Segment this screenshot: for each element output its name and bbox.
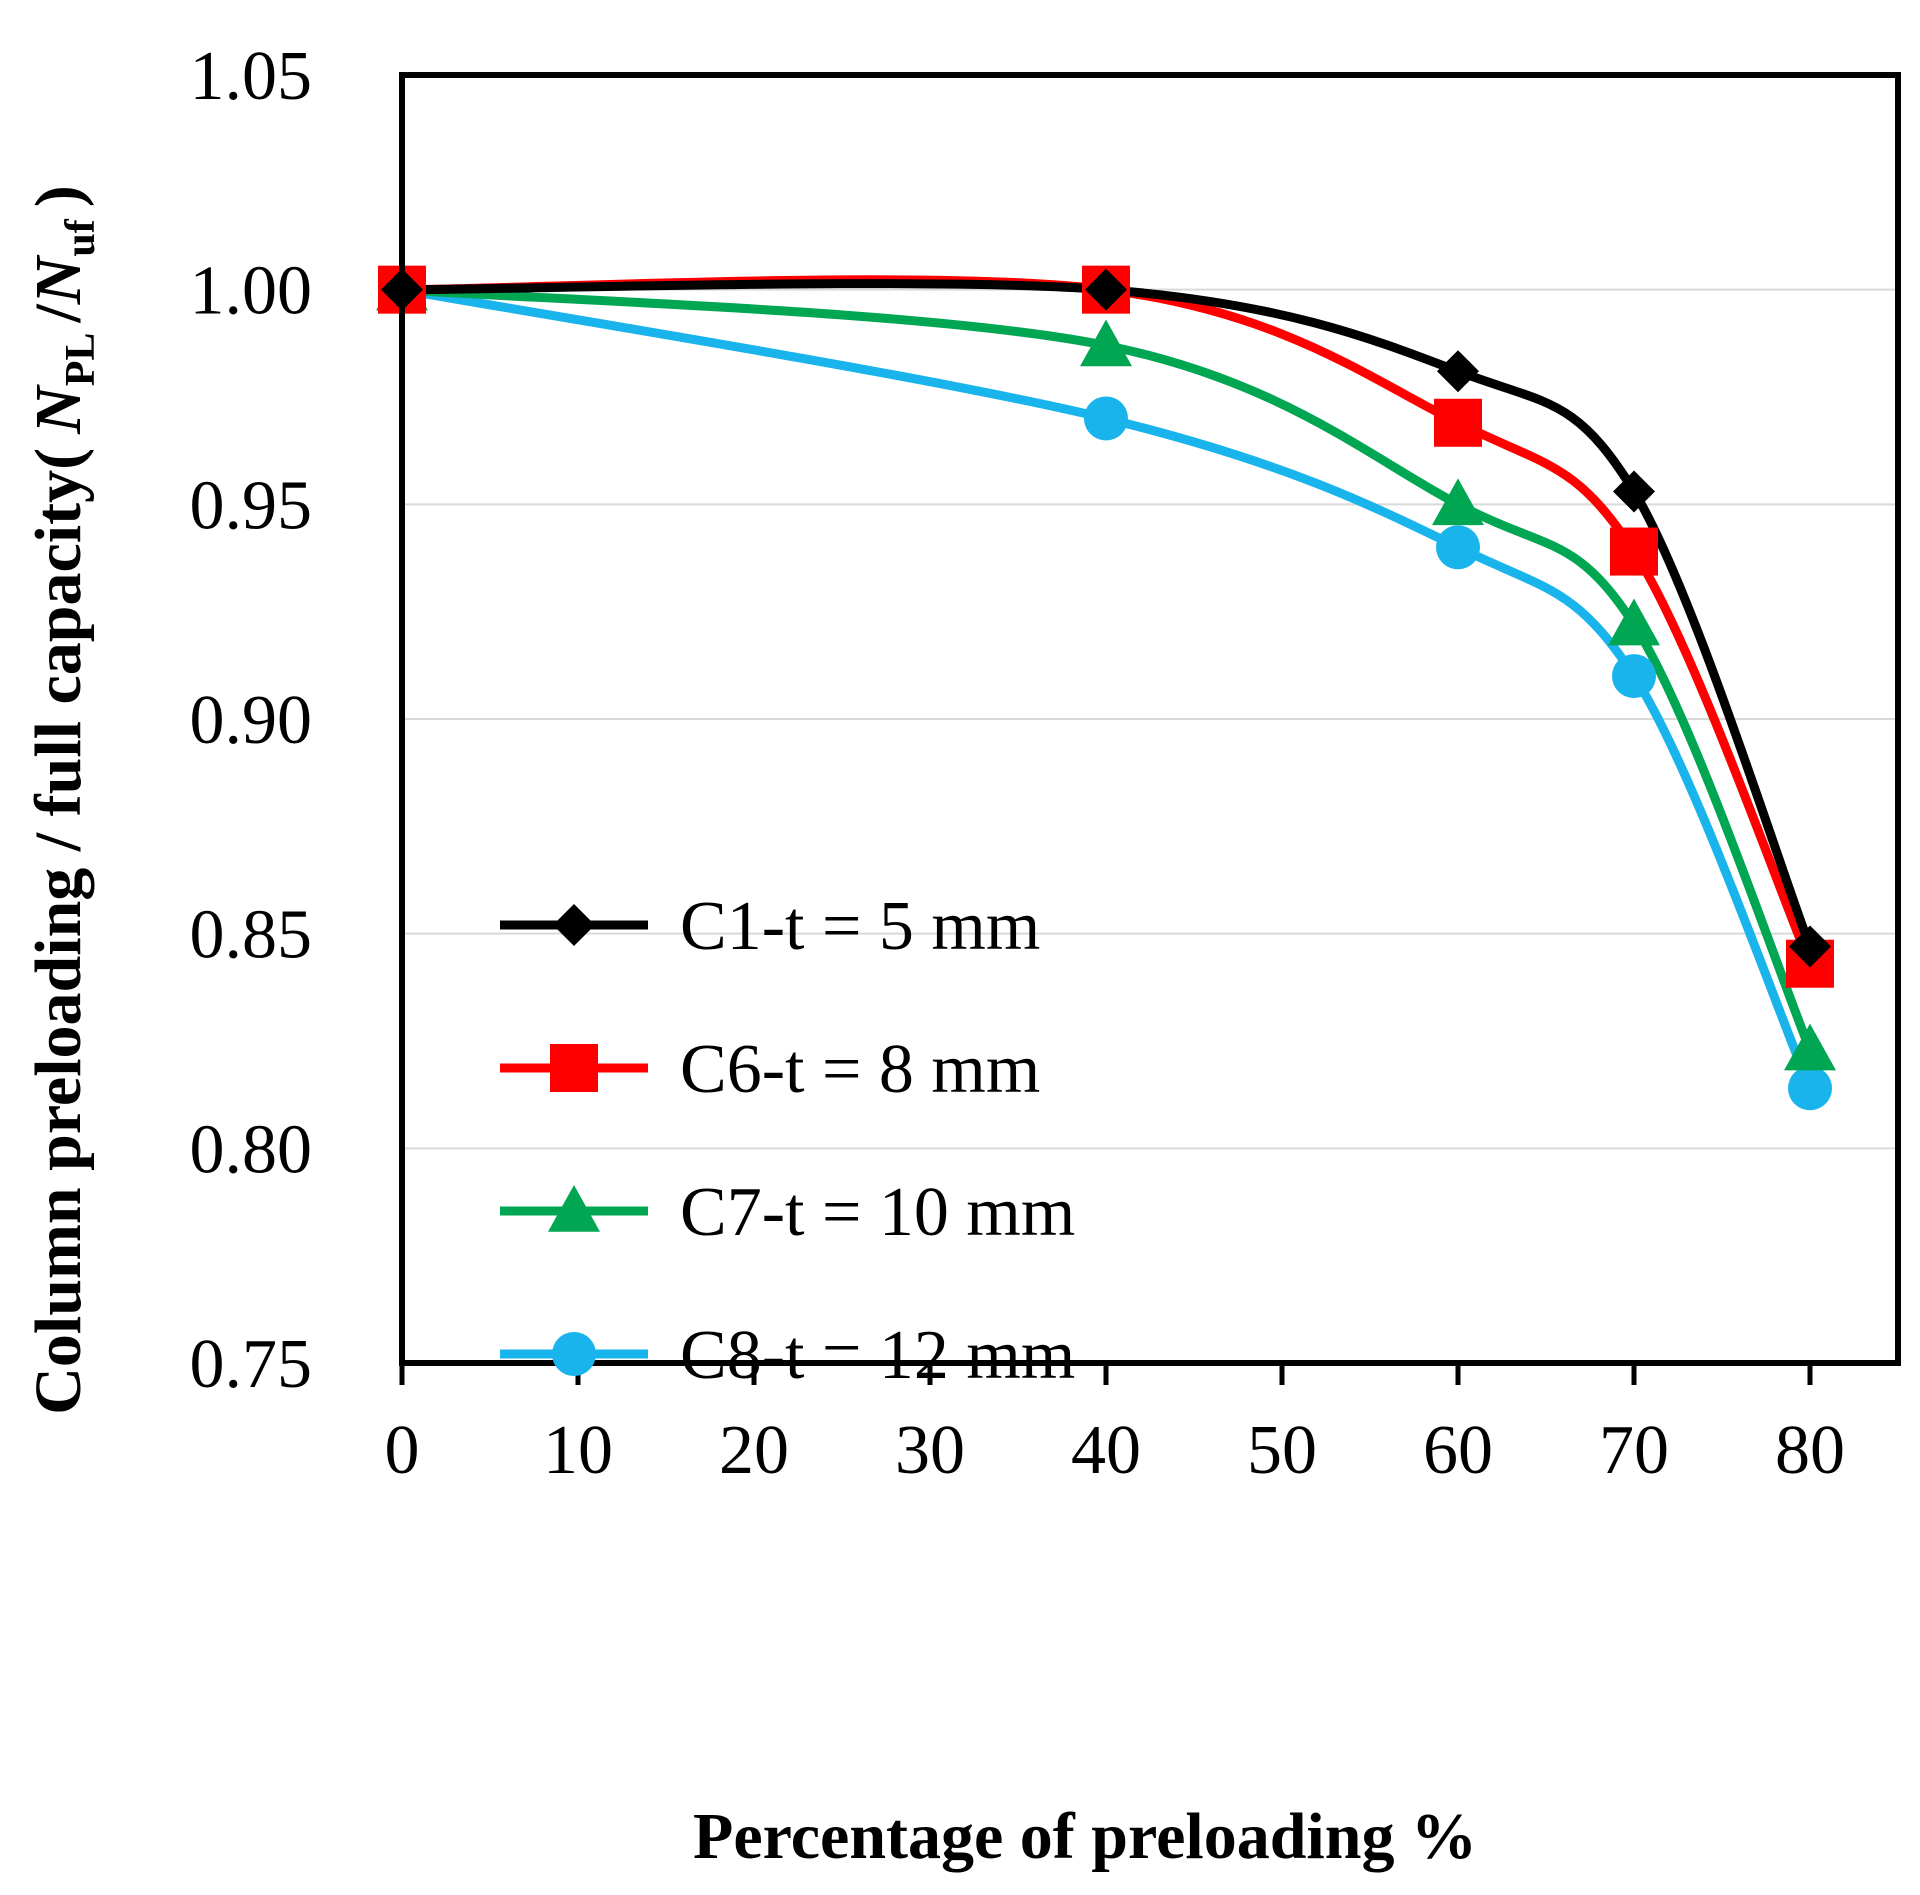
y-axis-title-suffix: ) [22,185,95,207]
x-tick-label-0: 0 [385,1412,420,1489]
x-tick-label-20: 20 [719,1412,789,1489]
point-c8-t-12-mm-x80 [1788,1066,1832,1111]
legend-label: C6-t = 8 mm [680,1031,1040,1108]
x-axis-ticks: 0 10 20 30 40 50 60 70 80 [385,1363,1845,1489]
point-c6-t-8-mm-x60 [1434,398,1482,447]
y-axis-title-slash: / [22,303,95,324]
legend-swatch-marker [550,1044,598,1092]
series-line-c1-t-5-mm [397,279,1815,952]
x-tick-label-70: 70 [1599,1412,1669,1489]
legend-label: C7-t = 10 mm [680,1174,1075,1251]
legend-swatch-marker [548,1185,600,1232]
legend-item-c1-t-5-mm: C1-t = 5 mm [500,888,1040,965]
y-tick-label-0.85: 0.85 [190,897,313,974]
point-c1-t-5-mm-x60 [1437,350,1479,393]
point-c8-t-12-mm-x40 [1084,396,1128,441]
point-c7-t-10-mm-x40 [1080,319,1132,367]
x-tick-label-40: 40 [1071,1412,1141,1489]
series-lines [397,275,1815,1093]
legend-swatch-marker [553,904,595,946]
point-c6-t-8-mm-x70 [1610,527,1658,576]
point-c1-t-5-mm-x40 [1085,268,1127,311]
plot-frame [399,72,1901,1366]
point-c1-t-5-mm-x80 [1789,925,1831,968]
series-line-c6-t-8-mm [397,275,1815,969]
legend-swatch-marker [552,1332,596,1376]
x-tick-label-80: 80 [1775,1412,1845,1489]
x-axis-title: Percentage of preloading % [693,1800,1477,1873]
x-tick-label-60: 60 [1423,1412,1493,1489]
series-markers [376,263,1836,1111]
legend-item-c6-t-8-mm: C6-t = 8 mm [500,1031,1040,1108]
y-axis-title-sub2: uf [58,218,104,256]
x-tick-label-30: 30 [895,1412,965,1489]
y-axis-title-prefix: Column preloading / full capacity( [22,448,95,1415]
y-axis-title-n2: N [22,254,95,305]
legend-item-c7-t-10-mm: C7-t = 10 mm [500,1174,1075,1251]
y-axis-ticks: 0.75 0.80 0.85 0.90 0.95 1.00 1.05 [190,38,313,1403]
legend-label: C1-t = 5 mm [680,888,1040,965]
x-tick-label-10: 10 [543,1412,613,1489]
point-c7-t-10-mm-x80 [1784,1023,1836,1071]
point-c8-t-12-mm-x60 [1436,525,1480,570]
x-tick-label-50: 50 [1247,1412,1317,1489]
y-tick-label-0.80: 0.80 [190,1111,313,1188]
legend-label: C8-t = 12 mm [680,1317,1075,1394]
point-c1-t-5-mm-x70 [1613,470,1655,513]
y-tick-label-1.00: 1.00 [190,253,313,330]
y-axis-title-n1: N [22,384,95,435]
y-tick-label-0.90: 0.90 [190,682,313,759]
point-c7-t-10-mm-x60 [1432,478,1484,526]
point-c7-t-10-mm-x70 [1608,598,1660,646]
y-tick-label-1.05: 1.05 [190,38,313,115]
gridlines [402,74,1898,1150]
y-tick-label-0.95: 0.95 [190,467,313,544]
series-line-c8-t-12-mm [397,285,1815,1093]
y-tick-label-0.75: 0.75 [190,1326,313,1403]
point-c8-t-12-mm-x70 [1612,654,1656,699]
series-line-c7-t-10-mm [397,285,1815,1055]
legend: C1-t = 5 mm C6-t = 8 mm C7-t = 10 mm C8-t =… [500,888,1075,1394]
legend-item-c8-t-12-mm: C8-t = 12 mm [500,1317,1075,1394]
y-axis-title-sub1: PL [58,333,104,387]
y-axis-title: Column preloading / full capacity(NPL/Nu… [22,185,104,1415]
